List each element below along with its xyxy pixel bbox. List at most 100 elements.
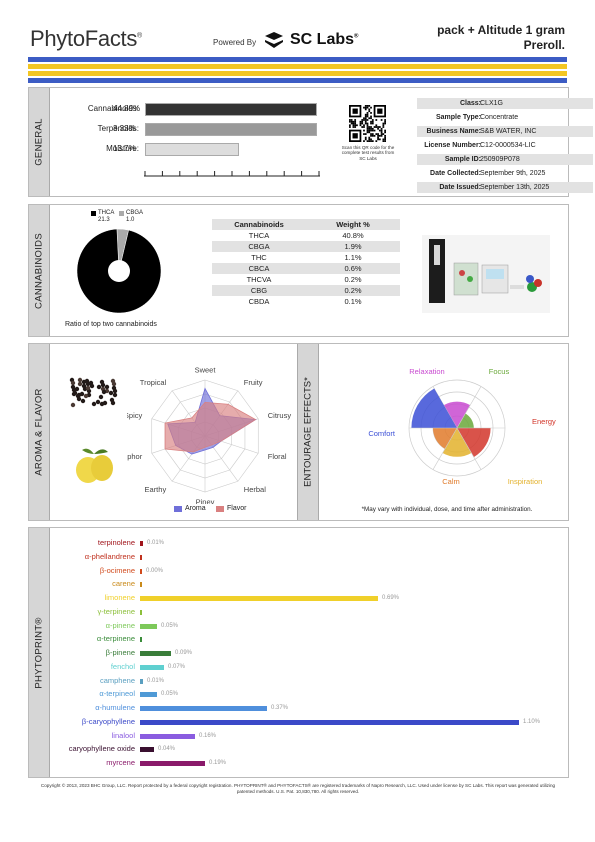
section-title: ENTOURAGE EFFECTS* <box>302 377 314 487</box>
sample-info-row: Date Issued: September 13th, 2025 <box>417 182 593 193</box>
lemon-image <box>76 448 113 483</box>
qr-code[interactable] <box>349 105 386 142</box>
terpene-row: linalool <box>49 731 135 741</box>
legend-thca: THCA 21.3 <box>91 210 146 228</box>
general-sidebar: GENERAL <box>29 88 50 196</box>
terpene-row: α-humulene <box>49 703 135 713</box>
terpene-value: 0.01% <box>147 540 165 546</box>
qr-caption: Scan this QR code for the complete test … <box>341 145 395 161</box>
effects-label: Energy <box>532 417 556 426</box>
phytoprint-sidebar: PHYTOPRINT® <box>29 528 50 777</box>
terpene-value: 0.09% <box>175 650 193 656</box>
terpene-name: β-pinene <box>105 648 135 657</box>
general-scale <box>144 171 320 177</box>
terpene-row: fenchol <box>49 662 135 672</box>
table-cell: 0.2% <box>306 285 400 296</box>
aroma-entourage-panel: AROMA & FLAVOR Sweet Fruity Citrusy Floral H… <box>28 343 569 521</box>
radar-axis-label: Piney <box>196 498 215 505</box>
terpene-name: β-caryophyllene <box>81 716 135 726</box>
radar-axis-label: Citrusy <box>268 411 292 420</box>
terpene-bar <box>140 651 171 656</box>
general-metric-value: 44.89% <box>113 104 141 113</box>
terpene-value: 0.05% <box>161 691 179 698</box>
cannabinoids-sidebar: CANNABINOIDS <box>29 205 50 336</box>
effects-label: Calm <box>442 477 460 486</box>
terpene-bar <box>140 568 142 574</box>
table-row: CBCA 0.6% <box>212 263 400 274</box>
pie-hole <box>108 260 130 282</box>
radar-axis-label: Earthy <box>145 485 167 494</box>
terpene-bar <box>140 733 195 739</box>
header-stripe-yellow <box>28 64 567 69</box>
terpene-name: carene <box>112 579 135 589</box>
radar-axis-label: Tropical <box>140 378 167 387</box>
legend-swatch <box>119 211 124 216</box>
terpene-name: terpinolene <box>97 538 135 547</box>
table-row: CBGA 1.9% <box>212 241 400 252</box>
terpene-bar <box>140 761 205 766</box>
terpene-name: camphene <box>99 675 135 685</box>
terpene-row: α-terpineol <box>49 689 135 699</box>
terpene-bar <box>140 582 142 588</box>
terpene-row: terpinolene <box>49 538 135 548</box>
general-metric-bar <box>145 143 239 156</box>
terpene-name: γ-terpinene <box>97 606 135 616</box>
footer-copyright: Copyright © 2013, 2023 BHC Group, LLC. R… <box>40 783 556 794</box>
sample-info-value: S&B WATER, INC <box>480 128 537 135</box>
table-cell: CBCA <box>212 263 306 274</box>
table-cell: CBGA <box>212 241 306 252</box>
terpene-row: β-caryophyllene <box>49 717 135 727</box>
aroma-flavor-radar-chart: Sweet Fruity Citrusy Floral Herbal Piney Earth… <box>127 366 292 505</box>
sample-info-row: Sample Type: Concentrate <box>417 112 593 123</box>
table-cell: 1.9% <box>306 241 400 252</box>
table-cell: CBDA <box>248 297 270 306</box>
section-title: CANNABINOIDS <box>33 232 45 309</box>
table-row: THCA 40.8% <box>212 230 400 241</box>
general-metric-bar <box>145 103 317 116</box>
cannabinoids-panel: CANNABINOIDS THCA 21.3 CBGA 1.0 Ratio of… <box>28 204 569 337</box>
sample-info-value: C12-0000534-LIC <box>480 142 536 149</box>
effects-wedge <box>457 413 474 428</box>
terpene-row: α-terpinene <box>49 634 135 644</box>
terpene-value: 0.19% <box>209 760 227 766</box>
radar-axis-label: Floral <box>268 452 287 461</box>
terpene-row: camphene <box>49 676 135 686</box>
terpene-value: 0.07% <box>168 663 186 670</box>
radar-axis-label: Spicy <box>127 411 142 420</box>
terpene-value: 0.16% <box>199 732 217 739</box>
sample-info-value: 250909P078 <box>480 156 520 163</box>
sample-info-key: Date Issued: <box>439 184 481 191</box>
entourage-effects-chart: Relaxation Focus Energy Inspiration Calm Comf… <box>368 367 556 486</box>
sample-info-value: September 13th, 2025 <box>480 184 550 191</box>
effects-label: Comfort <box>368 429 396 438</box>
product-name: pack + Altitude 1 gram Preroll. <box>437 23 565 52</box>
radar-axis-label: Camphor <box>127 452 143 461</box>
legend-cbga: CBGA 1.0 <box>119 210 149 228</box>
terpene-bar <box>140 692 157 698</box>
terpene-name: α-humulene <box>95 703 135 712</box>
terpene-name: linalool <box>111 730 135 740</box>
sample-info-value: September 9th, 2025 <box>480 170 546 177</box>
terpene-row: myrcene <box>49 758 135 768</box>
sample-info-key: Sample ID: <box>444 156 481 163</box>
cannabinoid-table: Cannabinoids Weight % THCA 40.8% CBGA 1.9% THC… <box>212 219 400 307</box>
sample-info-key: License Number: <box>424 142 481 149</box>
entourage-sidebar: ENTOURAGE EFFECTS* <box>297 344 319 520</box>
header-stripe-blue <box>28 78 567 83</box>
radar-axis-label: Fruity <box>244 378 263 387</box>
table-cell: THCA <box>248 231 270 240</box>
table-cell: 0.6% <box>306 263 400 274</box>
terpene-bar <box>140 637 142 643</box>
sample-info-key: Business Name: <box>426 128 481 135</box>
terpene-bar <box>140 747 154 753</box>
sc-labs-logo: SC Labs® <box>290 31 359 48</box>
effects-wedge <box>443 401 471 428</box>
effects-label: Inspiration <box>508 477 543 486</box>
terpene-value: 0.00% <box>146 567 164 574</box>
table-row: CBG 0.2% <box>212 285 400 296</box>
terpene-value: 0.01% <box>147 677 165 684</box>
terpene-value: 1.10% <box>523 718 541 725</box>
terpene-row: caryophyllene oxide <box>49 744 135 754</box>
general-metric-value: 3.33% <box>113 124 136 133</box>
powered-by-text: Powered By <box>213 38 257 47</box>
